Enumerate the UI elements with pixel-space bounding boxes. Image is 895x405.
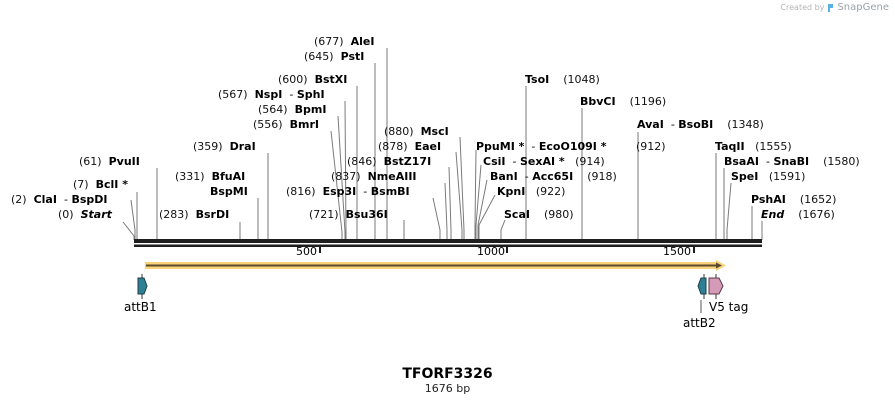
- attB2-label[interactable]: attB2: [683, 316, 716, 330]
- site-end[interactable]: End (1676): [761, 208, 835, 221]
- site-kpni[interactable]: KpnI (922): [497, 185, 566, 198]
- site-bbvci[interactable]: BbvCI (1196): [580, 95, 667, 108]
- site-spei[interactable]: SpeI (1591): [731, 170, 806, 183]
- ruler-label-1500: 1500: [663, 245, 691, 258]
- site-bsaai-snabi[interactable]: BsaAI - SnaBI (1580): [724, 155, 860, 168]
- site-avai-bsobi[interactable]: AvaI - BsoBI (1348): [637, 118, 764, 131]
- site-taqii[interactable]: TaqII (1555): [715, 140, 792, 153]
- attB1-feature[interactable]: [137, 274, 148, 299]
- sequence-title: TFORF3326: [402, 366, 493, 382]
- site-scai[interactable]: ScaI (980): [504, 208, 574, 221]
- site-bcli[interactable]: (7) BclI *: [73, 178, 128, 191]
- site-start[interactable]: (0) Start: [58, 208, 112, 221]
- sequence-length: 1676 bp: [424, 382, 471, 395]
- site-bsrdi[interactable]: (283) BsrDI: [159, 208, 230, 221]
- ruler-label-500: 500: [296, 245, 317, 258]
- attB1-label[interactable]: attB1: [124, 300, 157, 314]
- site-bfuai[interactable]: (331) BfuAI: [175, 170, 246, 183]
- site-esp3i-bsmbi[interactable]: (816) Esp3I - BsmBI: [286, 185, 410, 198]
- credit-brand: SnapGene: [837, 2, 889, 13]
- site-bspmi[interactable]: BspMI: [210, 185, 248, 198]
- site-ppumi-ecoo109i[interactable]: PpuMI * - EcoO109I *: [476, 140, 607, 153]
- backbone-top-strand: [134, 239, 762, 243]
- snapgene-logo-icon: [828, 3, 834, 12]
- site-csii-sexai[interactable]: CsiI - SexAI * (914): [483, 155, 605, 168]
- site-pvuii[interactable]: (61) PvuII: [79, 155, 140, 168]
- v5-tag-label[interactable]: V5 tag: [709, 300, 749, 314]
- site-bpmi[interactable]: (564) BpmI: [258, 103, 327, 116]
- site-psti[interactable]: (645) PstI: [304, 50, 365, 63]
- site-alei[interactable]: (677) AleI: [314, 35, 375, 48]
- site-nspi-sphi[interactable]: (567) NspI - SphI: [218, 88, 325, 101]
- site-tsoi[interactable]: TsoI (1048): [525, 73, 600, 86]
- credit-prefix: Created by: [780, 3, 825, 12]
- ruler-ticks: [319, 247, 695, 253]
- site-clai-bspdi[interactable]: (2) ClaI - BspDI: [11, 193, 108, 206]
- site-msci[interactable]: (880) MscI: [384, 125, 449, 138]
- site-bmri[interactable]: (556) BmrI: [253, 118, 319, 131]
- ruler-label-1000: 1000: [477, 245, 505, 258]
- site-bstz17i[interactable]: (846) BstZ17I: [347, 155, 432, 168]
- site-nmeaiii[interactable]: (837) NmeAIII: [331, 170, 417, 183]
- site-eaei[interactable]: (878) EaeI: [378, 140, 442, 153]
- v5-tag-feature[interactable]: [708, 274, 724, 299]
- snapgene-credit: Created by SnapGene: [780, 2, 889, 13]
- site-drai[interactable]: (359) DraI: [193, 140, 256, 153]
- site-bani-acc65i[interactable]: BanI - Acc65I (918): [490, 170, 617, 183]
- site-bsu36i[interactable]: (721) Bsu36I: [309, 208, 388, 221]
- backbone-bottom-strand: [134, 244, 762, 247]
- orf-arrow[interactable]: [145, 260, 726, 271]
- site-pshai[interactable]: PshAI (1652): [751, 193, 837, 206]
- site-ppumi-pos: (912): [636, 140, 666, 153]
- cut-site-lines: [122, 48, 763, 240]
- attB2-feature[interactable]: [697, 274, 707, 313]
- site-bstxi[interactable]: (600) BstXI: [278, 73, 348, 86]
